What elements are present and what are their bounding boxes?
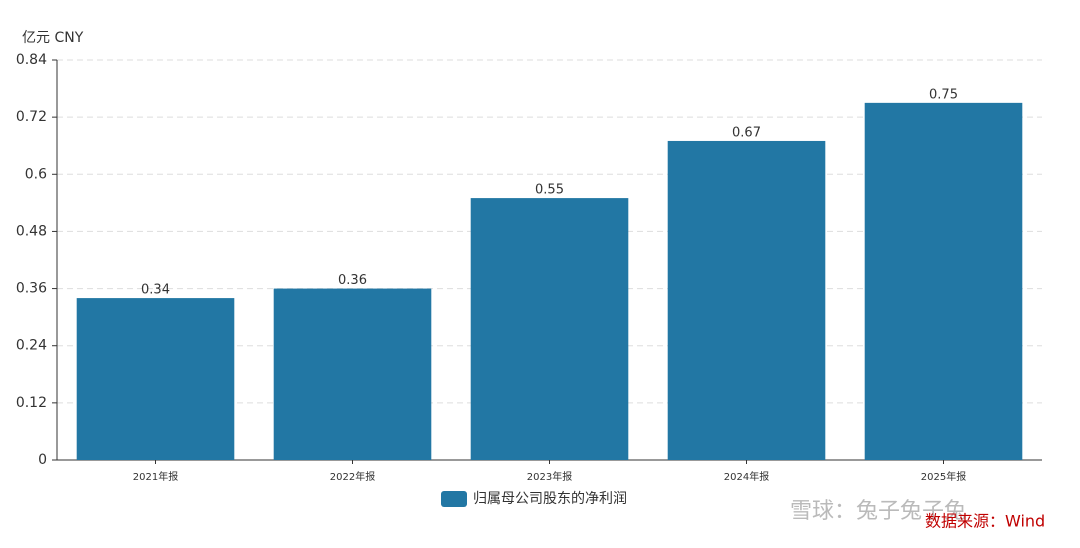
y-tick-label: 0.72 <box>16 109 47 125</box>
bar <box>667 140 826 460</box>
y-tick-label: 0.48 <box>16 223 47 239</box>
x-tick-label: 2022年报 <box>330 470 375 483</box>
y-axis-label: 亿元 CNY <box>22 30 84 46</box>
x-tick-label: 2024年报 <box>724 470 769 483</box>
source: 数据来源：Wind <box>925 512 1045 531</box>
legend-label: 归属母公司股东的净利润 <box>473 490 627 507</box>
y-tick-label: 0 <box>38 452 47 468</box>
y-tick-label: 0.6 <box>25 166 47 182</box>
y-tick-label: 0.24 <box>16 338 47 354</box>
bar <box>470 198 629 460</box>
watermark: 雪球：兔子兔子兔 <box>790 499 966 524</box>
y-tick-label: 0.36 <box>16 281 47 297</box>
legend-swatch <box>441 491 467 507</box>
value-label: 0.55 <box>535 183 564 198</box>
value-label: 0.67 <box>732 125 761 140</box>
y-tick-label: 0.12 <box>16 395 47 411</box>
x-tick-label: 2025年报 <box>921 470 966 483</box>
y-tick-label: 0.84 <box>16 52 47 68</box>
bar <box>76 298 235 460</box>
value-label: 0.34 <box>141 283 170 298</box>
value-label: 0.36 <box>338 273 367 288</box>
value-label: 0.75 <box>929 87 958 102</box>
x-tick-label: 2023年报 <box>527 470 572 483</box>
x-tick-label: 2021年报 <box>133 470 178 483</box>
bar <box>864 102 1023 460</box>
bar <box>273 288 432 460</box>
